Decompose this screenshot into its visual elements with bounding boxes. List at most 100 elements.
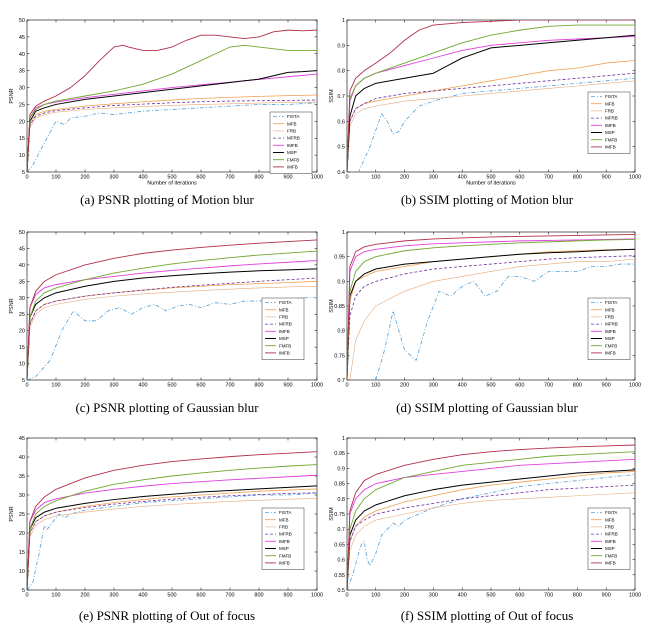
y-tick-label: 0.8 bbox=[337, 69, 345, 75]
x-tick-label: 900 bbox=[283, 593, 292, 599]
series-line-mfb bbox=[27, 94, 317, 172]
y-axis-label: SSIM bbox=[329, 507, 335, 521]
chart-panel-1: 0 100 200 300 400 500 600 700 800 900 1000 5 10 15 20 2… bbox=[9, 18, 323, 207]
chart-panel-2: 0 100 200 300 400 500 600 700 800 900 1000 0.4 0.5 0.… bbox=[329, 18, 641, 207]
legend-entry: MFRB bbox=[605, 532, 618, 537]
y-tick-label: 0.7 bbox=[337, 94, 345, 100]
y-tick-label: 1 bbox=[342, 436, 345, 442]
series-line-fista bbox=[347, 474, 635, 590]
legend-entry: MFB bbox=[605, 517, 615, 522]
x-tick-label: 100 bbox=[371, 383, 380, 389]
y-tick-label: 20 bbox=[19, 329, 25, 335]
series-line-msp bbox=[27, 268, 317, 380]
series-line-fmfb bbox=[27, 250, 317, 380]
legend-entry: IMFB bbox=[279, 539, 290, 544]
x-axis-label: Number of iterations bbox=[466, 181, 516, 187]
x-tick-label: 700 bbox=[225, 175, 234, 181]
chart-panel-4: 0 100 200 300 400 500 600 700 800 900 1000 0.7 0.75 0… bbox=[329, 230, 641, 415]
y-tick-label: 0.7 bbox=[337, 378, 345, 384]
legend-entry: MSP bbox=[605, 130, 615, 135]
y-tick-label: 5 bbox=[22, 378, 25, 384]
series-group bbox=[27, 29, 317, 172]
x-tick-label: 900 bbox=[283, 175, 292, 181]
x-tick-label: 900 bbox=[602, 175, 611, 181]
y-tick-label: 35 bbox=[19, 279, 25, 285]
plot-area bbox=[346, 437, 636, 591]
legend-entry: FISTA bbox=[605, 94, 617, 99]
y-tick-label: 25 bbox=[19, 512, 25, 518]
y-tick-label: 0.95 bbox=[334, 451, 345, 457]
y-tick-label: 10 bbox=[19, 153, 25, 159]
y-tick-label: 40 bbox=[19, 263, 25, 269]
y-tick-label: 0.8 bbox=[337, 329, 345, 335]
x-tick-label: 200 bbox=[80, 175, 89, 181]
legend: FISTA MFB FRB MFRB IMFB MSP FMFB IMFB bbox=[261, 297, 305, 360]
y-tick-label: 1 bbox=[342, 230, 345, 236]
series-line-imfb bbox=[347, 238, 635, 380]
y-tick-label: 40 bbox=[19, 52, 25, 58]
series-line-mfrb bbox=[347, 72, 635, 172]
legend-entry: MSP bbox=[605, 336, 615, 341]
legend: FISTA MFB FRB MFRB IMFB MSP FMFB IMFB bbox=[587, 91, 631, 154]
y-tick-label: 1 bbox=[342, 18, 345, 24]
x-tick-label: 0 bbox=[345, 383, 348, 389]
legend-entry: MSP bbox=[287, 150, 297, 155]
legend-entry: MFB bbox=[605, 101, 615, 106]
legend-entry: MFB bbox=[279, 307, 289, 312]
legend-entry: MFB bbox=[287, 121, 297, 126]
y-tick-label: 30 bbox=[19, 86, 25, 92]
legend-entry: MSP bbox=[279, 336, 289, 341]
x-tick-label: 100 bbox=[51, 383, 60, 389]
legend-entry: MFRB bbox=[279, 322, 292, 327]
legend-entry: IMFB bbox=[605, 539, 616, 544]
x-tick-label: 1000 bbox=[629, 175, 641, 181]
y-tick-label: 40 bbox=[19, 455, 25, 461]
series-line-frb bbox=[349, 258, 635, 380]
x-tick-label: 300 bbox=[429, 383, 438, 389]
legend-entry: MFRB bbox=[287, 136, 300, 141]
x-tick-label: 800 bbox=[254, 175, 263, 181]
legend-entry: FMFB bbox=[605, 343, 617, 348]
y-tick-label: 20 bbox=[19, 531, 25, 537]
y-tick-label: 45 bbox=[19, 436, 25, 442]
legend-entry: FISTA bbox=[279, 300, 291, 305]
x-tick-label: 900 bbox=[283, 383, 292, 389]
series-line-msp bbox=[27, 70, 317, 172]
x-tick-label: 400 bbox=[138, 593, 147, 599]
x-tick-label: 400 bbox=[458, 175, 467, 181]
y-axis-label: SSIM bbox=[329, 89, 335, 103]
legend-entry: FRB bbox=[279, 525, 288, 530]
x-tick-label: 500 bbox=[167, 175, 176, 181]
x-tick-label: 0 bbox=[25, 175, 28, 181]
x-tick-label: 300 bbox=[429, 593, 438, 599]
x-tick-label: 200 bbox=[400, 175, 409, 181]
legend-box bbox=[587, 91, 631, 154]
chart-panel-3: 0 100 200 300 400 500 600 700 800 900 1000 5 10 15 20 2… bbox=[9, 230, 323, 415]
legend-entry: FMFB bbox=[287, 157, 299, 162]
legend: FISTA MFB FRB MFRB IMFB MSP FMFB IMFB bbox=[587, 507, 631, 570]
y-tick-label: 0.75 bbox=[334, 353, 345, 359]
y-tick-label: 15 bbox=[19, 136, 25, 142]
series-line-mfrb bbox=[27, 99, 317, 172]
y-tick-label: 15 bbox=[19, 345, 25, 351]
x-tick-label: 500 bbox=[167, 383, 176, 389]
x-tick-label: 1000 bbox=[629, 593, 641, 599]
legend: FISTA MFB FRB MFRB IMFB MSP FMFB IMFB bbox=[261, 507, 305, 570]
legend-entry: IMFB bbox=[605, 123, 616, 128]
legend-entry: FRB bbox=[287, 129, 296, 134]
series-line-frb bbox=[347, 80, 635, 172]
legend-entry: FMFB bbox=[605, 137, 617, 142]
x-tick-label: 700 bbox=[544, 593, 553, 599]
x-tick-label: 0 bbox=[25, 593, 28, 599]
x-tick-label: 400 bbox=[458, 383, 467, 389]
y-tick-label: 10 bbox=[19, 362, 25, 368]
series-line-imfb bbox=[27, 451, 317, 590]
figure-caption: (f) SSIM plotting of Out of focus bbox=[401, 608, 574, 623]
y-tick-label: 0.75 bbox=[334, 512, 345, 518]
x-tick-label: 600 bbox=[196, 175, 205, 181]
figure-caption: (c) PSNR plotting of Gaussian blur bbox=[75, 400, 259, 415]
series-group bbox=[347, 444, 635, 590]
figure-caption: (b) SSIM plotting of Motion blur bbox=[401, 192, 574, 207]
legend-entry: MFRB bbox=[605, 116, 618, 121]
